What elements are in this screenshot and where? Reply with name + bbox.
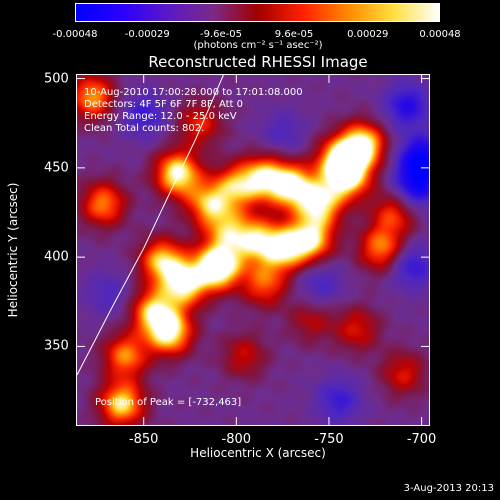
x-tick-label: -800 [221, 432, 252, 447]
colorbar [75, 3, 440, 22]
info-time-range: 10-Aug-2010 17:00:28.000 to 17:01:08.000 [84, 87, 303, 98]
y-tick-label: 400 [44, 249, 69, 265]
solar-limb-line [77, 75, 224, 376]
colorbar-tick-label: 9.6e-05 [274, 29, 314, 40]
info-clean-counts: Clean Total counts: 802. [84, 123, 205, 134]
y-tick-label: 450 [44, 160, 69, 176]
x-axis-label: Heliocentric X (arcsec) [190, 446, 326, 460]
footer-date: 3-Aug-2013 20:13 [403, 483, 494, 494]
colorbar-tick-label: -9.6e-05 [200, 29, 242, 40]
heatmap-image [77, 75, 429, 425]
x-tick-label: -850 [128, 432, 159, 447]
info-energy-range: Energy Range: 12.0 - 25.0 keV [84, 111, 237, 122]
y-tick-label: 350 [44, 338, 69, 354]
y-tick-label: 500 [44, 71, 69, 87]
colorbar-tick-label: -0.00048 [52, 29, 98, 40]
x-tick-label: -700 [406, 432, 437, 447]
limb-overlay [77, 75, 429, 425]
colorbar-tick-label: 0.00048 [419, 29, 461, 40]
y-axis-label: Heliocentric Y (arcsec) [6, 182, 20, 318]
colorbar-tick-label: 0.00029 [347, 29, 389, 40]
colorbar-unit-label: (photons cm⁻² s⁻¹ asec⁻²) [193, 40, 323, 51]
chart-title: Reconstructed RHESSI Image [148, 53, 368, 71]
plot-area [76, 74, 430, 426]
info-detectors: Detectors: 4F 5F 6F 7F 8F, Att 0 [84, 99, 244, 110]
x-tick-label: -750 [314, 432, 344, 447]
peak-position-label: Position of Peak = [-732,463] [95, 397, 242, 408]
colorbar-tick-label: -0.00029 [124, 29, 170, 40]
